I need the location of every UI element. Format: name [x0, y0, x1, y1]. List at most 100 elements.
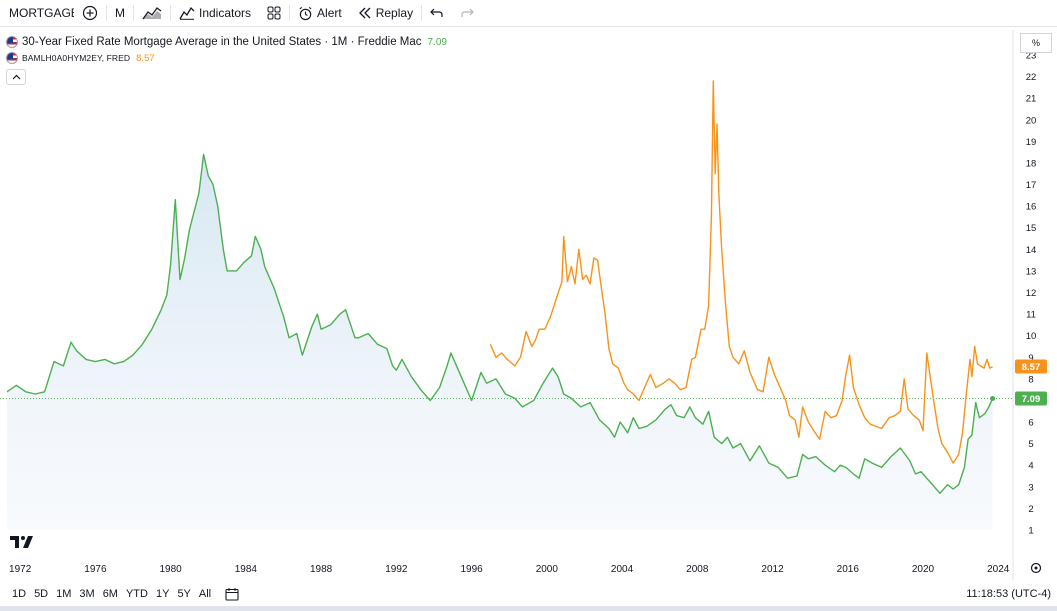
- divider: [170, 5, 171, 21]
- time-tick-label: 1984: [235, 564, 258, 575]
- time-tick-label: 2020: [912, 564, 935, 575]
- legend-row-mortgage[interactable]: 30-Year Fixed Rate Mortgage Average in t…: [6, 34, 447, 50]
- price-tick-label: 9: [1028, 353, 1033, 364]
- bottom-border: [0, 606, 1057, 611]
- symbol-text: MORTGAGE: [9, 6, 74, 20]
- price-tick-label: 23: [1026, 51, 1037, 62]
- mortgage-last-point: [990, 396, 996, 402]
- range-button-1m[interactable]: 1M: [56, 588, 72, 600]
- range-button-5d[interactable]: 5D: [34, 588, 49, 600]
- price-axis[interactable]: 2322212019181716151413121110987654321: [1026, 51, 1037, 537]
- time-tick-label: 2024: [987, 564, 1010, 575]
- time-tick-label: 2016: [837, 564, 860, 575]
- last-value-badges: 7.09 8.57: [1015, 359, 1047, 406]
- price-tick-label: 12: [1026, 288, 1037, 299]
- time-tick-label: 2012: [761, 564, 784, 575]
- range-button-3m[interactable]: 3M: [79, 588, 95, 600]
- range-button-all[interactable]: All: [198, 588, 212, 600]
- legend-row-hy[interactable]: BAMLH0A0HYM2EY, FRED 8.57: [6, 50, 447, 66]
- mortgage-series-line: [6, 153, 994, 494]
- price-tick-label: 15: [1026, 223, 1037, 234]
- divider: [289, 5, 291, 21]
- legend-series1-title: 30-Year Fixed Rate Mortgage Average in t…: [22, 36, 422, 48]
- bottom-toolbar: 1D 5D 1M 3M 6M YTD 1Y 5Y All 11:18:53 (UTC-4): [0, 584, 1057, 604]
- time-tick-label: 1988: [310, 564, 333, 575]
- chevron-up-icon: [12, 74, 20, 80]
- range-button-ytd[interactable]: YTD: [125, 588, 148, 600]
- us-flag-icon: [6, 52, 18, 64]
- interval-button[interactable]: M: [107, 0, 133, 26]
- time-tick-label: 1972: [9, 564, 32, 575]
- price-tick-label: 3: [1028, 482, 1033, 493]
- range-button-5y[interactable]: 5Y: [177, 588, 191, 600]
- tradingview-logo[interactable]: [10, 535, 34, 554]
- unit-button[interactable]: %: [1020, 33, 1052, 53]
- lines-layer: [0, 80, 1013, 494]
- grid-icon: [267, 6, 281, 20]
- interval-label: M: [115, 6, 125, 20]
- undo-icon: [430, 8, 443, 17]
- indicators-icon: [179, 6, 195, 20]
- time-tick-label: 2000: [536, 564, 559, 575]
- time-tick-label: 2004: [611, 564, 634, 575]
- range-buttons: 1D 5D 1M 3M 6M YTD 1Y 5Y All: [0, 588, 215, 600]
- price-tick-label: 14: [1026, 245, 1037, 256]
- time-tick-label: 1992: [385, 564, 408, 575]
- legend-series2-value: 8.57: [136, 52, 155, 64]
- time-axis[interactable]: 1972 1976 1980 1984 1988 1992 1996 2000 2004 2008…: [9, 564, 1010, 575]
- time-tick-label: 1996: [460, 564, 483, 575]
- chart-type-button[interactable]: [134, 0, 170, 26]
- redo-button[interactable]: [452, 0, 482, 26]
- price-tick-label: 16: [1026, 202, 1037, 213]
- alert-button[interactable]: Alert: [290, 0, 350, 26]
- alarm-clock-icon: [299, 6, 312, 20]
- settings-button[interactable]: [1030, 562, 1042, 574]
- price-tick-label: 5: [1028, 439, 1033, 450]
- divider: [106, 5, 107, 21]
- price-tick-label: 17: [1026, 180, 1037, 191]
- top-toolbar: MORTGAGE M Indicators Alert Replay: [0, 0, 1057, 27]
- hy-last-value-text: 8.57: [1022, 362, 1041, 373]
- collapse-legend-button[interactable]: [6, 69, 26, 85]
- price-tick-label: 6: [1028, 418, 1033, 429]
- gear-icon: [1030, 562, 1042, 574]
- time-tick-label: 1980: [160, 564, 183, 575]
- divider: [421, 5, 423, 21]
- calendar-icon: [225, 588, 239, 601]
- range-button-6m[interactable]: 6M: [102, 588, 118, 600]
- us-flag-icon: [6, 36, 18, 48]
- undo-button[interactable]: [422, 0, 452, 26]
- price-tick-label: 13: [1026, 266, 1037, 277]
- replay-button[interactable]: Replay: [350, 0, 421, 26]
- price-tick-label: 8: [1028, 374, 1033, 385]
- area-chart-icon: [142, 7, 162, 20]
- compare-button[interactable]: [74, 0, 106, 26]
- layouts-button[interactable]: [259, 0, 289, 26]
- price-tick-label: 2: [1028, 504, 1033, 515]
- rewind-icon: [358, 7, 371, 19]
- time-tick-label: 2008: [686, 564, 709, 575]
- indicators-label: Indicators: [199, 6, 252, 20]
- price-tick-label: 10: [1026, 331, 1037, 342]
- price-tick-label: 4: [1028, 461, 1033, 472]
- mortgage-last-value-badge: [1015, 391, 1047, 406]
- indicators-button[interactable]: Indicators: [171, 0, 259, 26]
- price-tick-label: 19: [1026, 137, 1037, 148]
- chart-legend: 30-Year Fixed Rate Mortgage Average in t…: [6, 34, 447, 85]
- price-tick-label: 11: [1026, 310, 1036, 321]
- time-zone-clock[interactable]: 11:18:53 (UTC-4): [966, 588, 1051, 600]
- divider: [133, 5, 134, 21]
- add-circle-icon: [82, 5, 98, 21]
- mortgage-last-value-text: 7.09: [1022, 394, 1041, 405]
- price-tick-label: 22: [1026, 72, 1037, 83]
- replay-label: Replay: [375, 6, 414, 20]
- price-chart[interactable]: 2322212019181716151413121110987654321 19…: [0, 30, 1057, 580]
- range-button-1y[interactable]: 1Y: [155, 588, 170, 600]
- hy-series-line: [489, 80, 993, 464]
- legend-series2-title: BAMLH0A0HYM2EY, FRED: [22, 53, 131, 63]
- price-tick-label: 20: [1026, 115, 1037, 126]
- go-to-date-button[interactable]: [225, 587, 239, 601]
- range-button-1d[interactable]: 1D: [12, 588, 27, 600]
- legend-series1-value: 7.09: [427, 36, 447, 48]
- symbol-search[interactable]: MORTGAGE: [0, 0, 74, 26]
